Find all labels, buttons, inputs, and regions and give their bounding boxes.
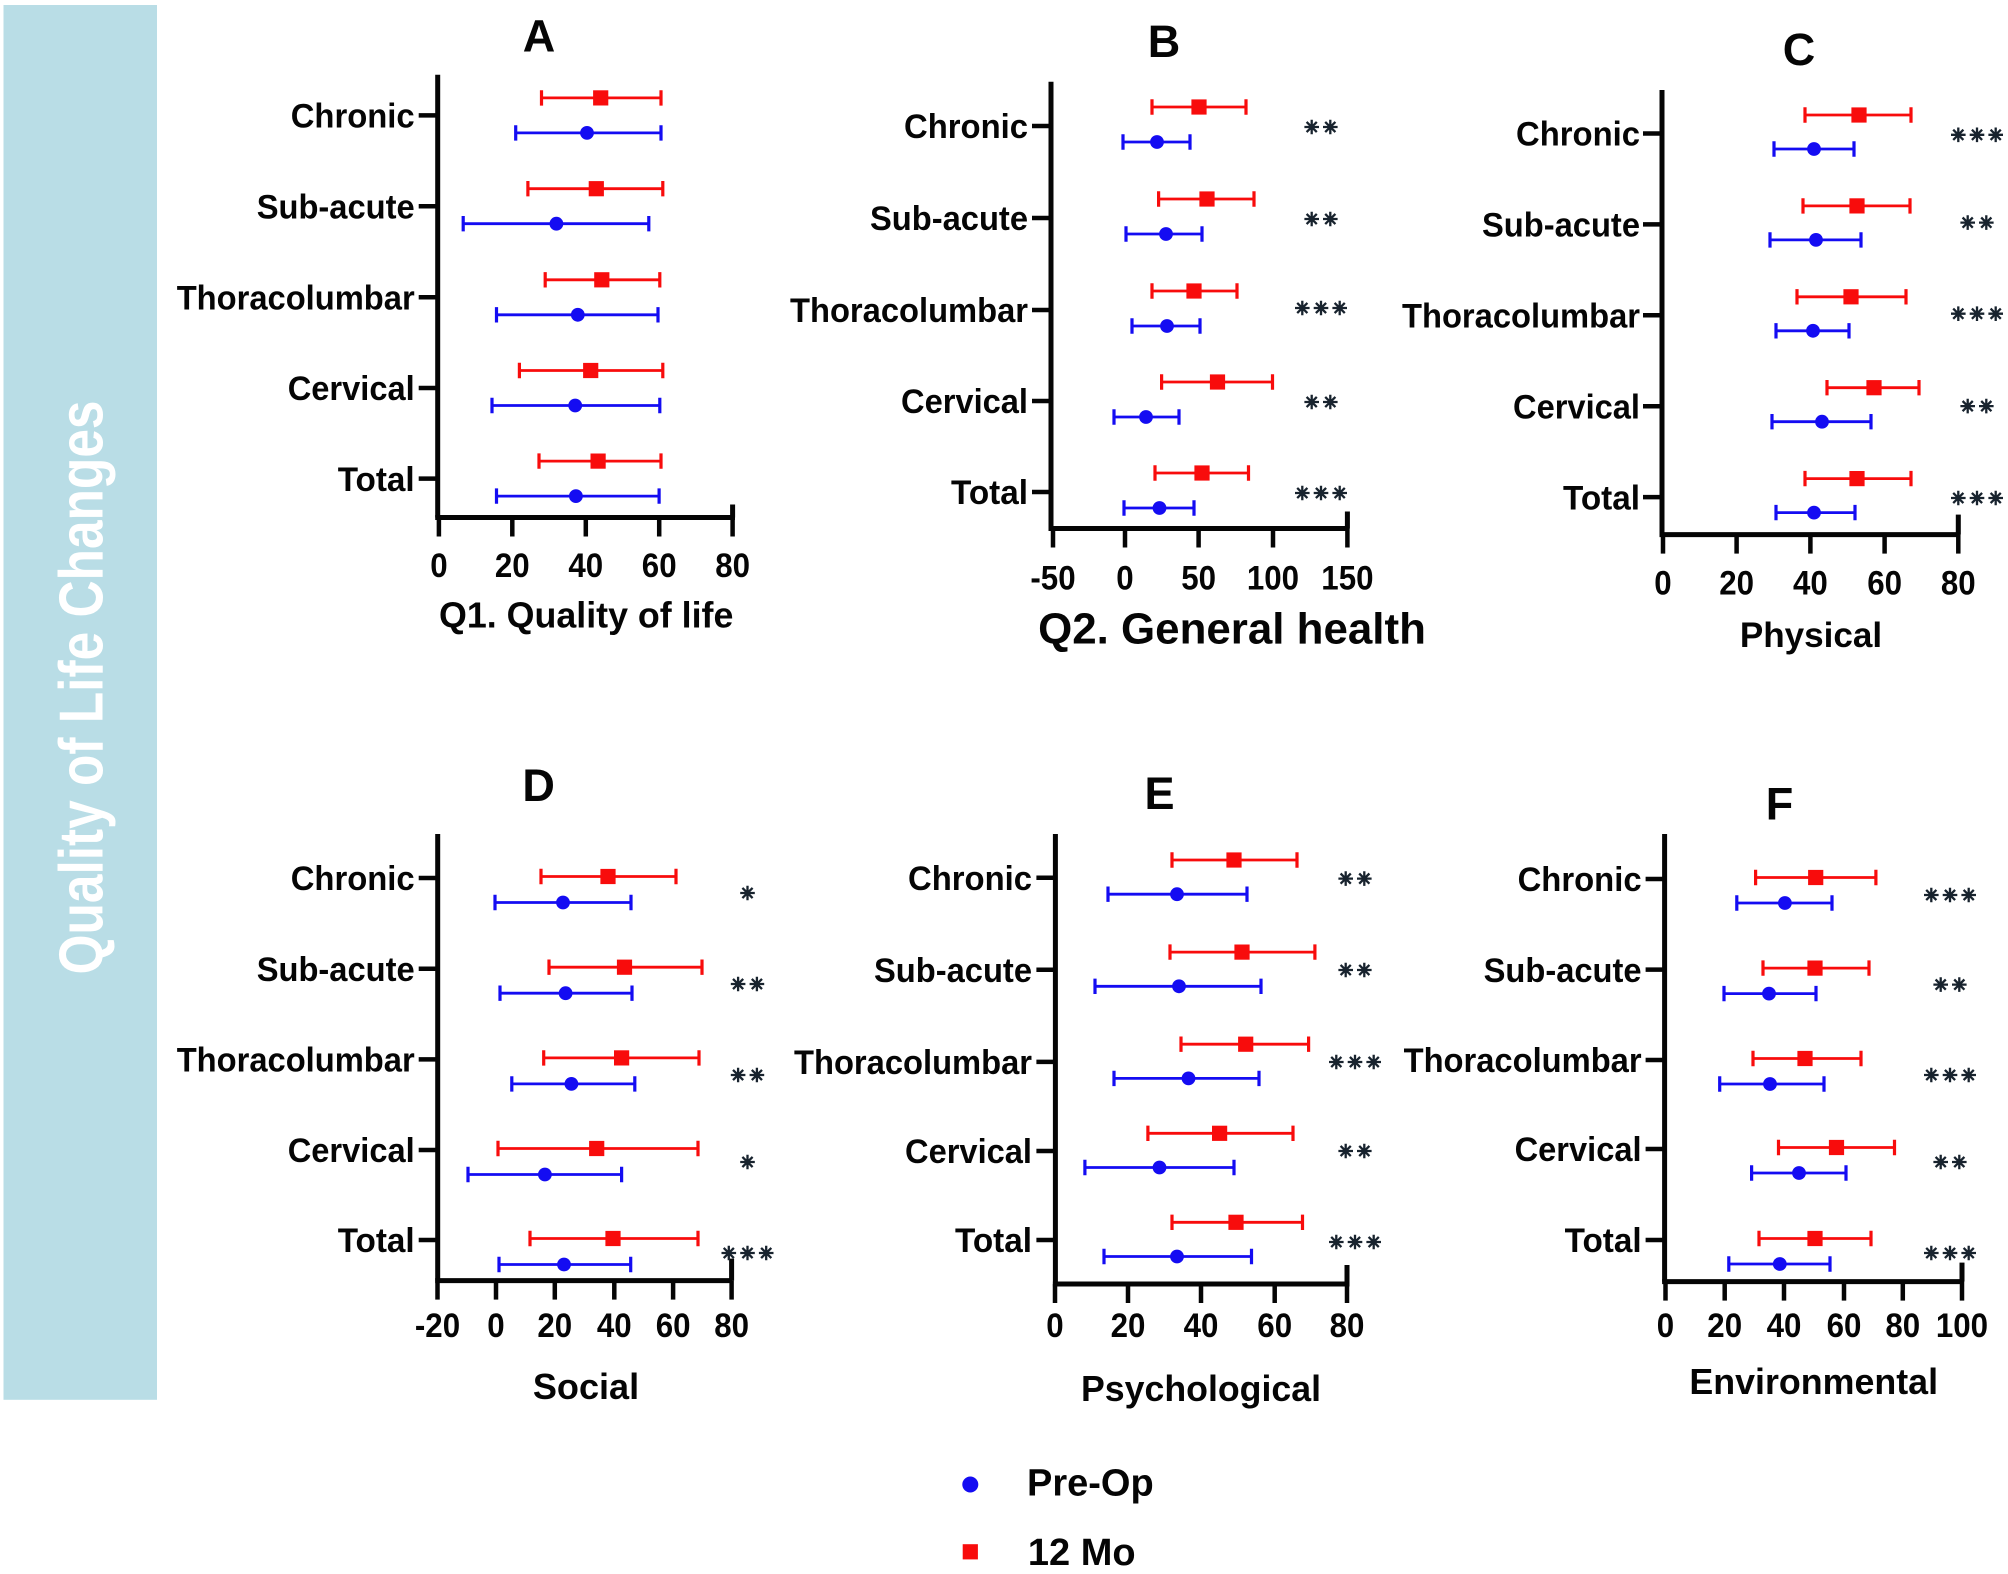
- svg-text:Sub-acute: Sub-acute: [257, 188, 415, 226]
- svg-text:80: 80: [1885, 1307, 1920, 1345]
- svg-text:Sub-acute: Sub-acute: [1482, 207, 1640, 245]
- svg-text:60: 60: [656, 1307, 691, 1345]
- svg-text:Cervical: Cervical: [905, 1133, 1032, 1171]
- svg-text:60: 60: [1257, 1307, 1292, 1345]
- svg-text:100: 100: [1936, 1307, 1988, 1345]
- svg-text:40: 40: [1767, 1307, 1802, 1345]
- svg-text:B: B: [1148, 16, 1181, 67]
- svg-text:Social: Social: [533, 1366, 639, 1407]
- svg-text:Thoracolumbar: Thoracolumbar: [1402, 298, 1640, 336]
- svg-text:0: 0: [1116, 560, 1133, 598]
- svg-text:Pre-Op: Pre-Op: [1027, 1463, 1154, 1505]
- svg-text:A: A: [523, 10, 556, 61]
- svg-text:C: C: [1783, 24, 1816, 75]
- svg-text:40: 40: [597, 1307, 632, 1345]
- svg-text:Thoracolumbar: Thoracolumbar: [794, 1044, 1032, 1082]
- svg-text:80: 80: [1941, 565, 1976, 603]
- svg-text:Chronic: Chronic: [291, 98, 415, 136]
- svg-text:Environmental: Environmental: [1689, 1362, 1938, 1402]
- svg-text:150: 150: [1321, 560, 1373, 598]
- svg-text:Total: Total: [1563, 479, 1640, 517]
- svg-text:0: 0: [487, 1307, 504, 1345]
- svg-text:0: 0: [1046, 1307, 1063, 1345]
- svg-text:20: 20: [1719, 565, 1754, 603]
- svg-text:Psychological: Psychological: [1081, 1369, 1321, 1409]
- svg-text:Cervical: Cervical: [1515, 1131, 1642, 1169]
- svg-text:20: 20: [495, 547, 530, 585]
- svg-text:Chronic: Chronic: [904, 108, 1028, 146]
- svg-text:Cervical: Cervical: [288, 1132, 415, 1170]
- svg-text:Chronic: Chronic: [908, 860, 1032, 898]
- svg-text:Cervical: Cervical: [288, 370, 415, 408]
- svg-text:Thoracolumbar: Thoracolumbar: [177, 280, 415, 318]
- svg-text:80: 80: [715, 547, 750, 585]
- svg-text:Total: Total: [338, 461, 415, 499]
- svg-text:0: 0: [1654, 565, 1671, 603]
- svg-text:-50: -50: [1030, 560, 1075, 598]
- svg-text:50: 50: [1181, 560, 1216, 598]
- svg-text:0: 0: [430, 547, 447, 585]
- svg-text:40: 40: [1184, 1307, 1219, 1345]
- svg-text:12 Mo: 12 Mo: [1028, 1532, 1136, 1569]
- svg-text:Total: Total: [955, 1222, 1032, 1260]
- svg-text:0: 0: [1657, 1307, 1674, 1345]
- svg-text:Cervical: Cervical: [901, 383, 1028, 421]
- svg-text:20: 20: [1111, 1307, 1146, 1345]
- svg-text:Q1. Quality of life: Q1. Quality of life: [439, 596, 733, 636]
- svg-text:Physical: Physical: [1740, 616, 1882, 655]
- svg-text:Chronic: Chronic: [1516, 116, 1640, 154]
- svg-text:40: 40: [568, 547, 603, 585]
- svg-text:Quality of Life Changes: Quality of Life Changes: [48, 401, 117, 975]
- svg-text:100: 100: [1247, 560, 1299, 598]
- svg-text:Sub-acute: Sub-acute: [1484, 952, 1642, 990]
- svg-text:Thoracolumbar: Thoracolumbar: [177, 1042, 415, 1080]
- svg-text:Chronic: Chronic: [291, 860, 415, 898]
- svg-text:60: 60: [1867, 565, 1902, 603]
- svg-text:Total: Total: [338, 1222, 415, 1260]
- svg-text:E: E: [1144, 768, 1174, 819]
- svg-text:60: 60: [1827, 1307, 1862, 1345]
- svg-text:Sub-acute: Sub-acute: [874, 952, 1032, 990]
- svg-text:40: 40: [1793, 565, 1828, 603]
- svg-text:80: 80: [1330, 1307, 1365, 1345]
- svg-text:80: 80: [714, 1307, 749, 1345]
- svg-text:Total: Total: [951, 474, 1028, 512]
- svg-text:Thoracolumbar: Thoracolumbar: [1404, 1042, 1642, 1080]
- svg-text:20: 20: [537, 1307, 572, 1345]
- svg-text:Total: Total: [1565, 1222, 1642, 1260]
- svg-text:Sub-acute: Sub-acute: [257, 951, 415, 989]
- svg-text:F: F: [1766, 779, 1794, 830]
- svg-text:20: 20: [1707, 1307, 1742, 1345]
- svg-text:Thoracolumbar: Thoracolumbar: [790, 292, 1028, 330]
- svg-text:Sub-acute: Sub-acute: [870, 200, 1028, 238]
- svg-text:Q2. General health: Q2. General health: [1038, 605, 1426, 654]
- svg-text:60: 60: [642, 547, 677, 585]
- svg-text:Chronic: Chronic: [1518, 861, 1642, 899]
- svg-text:Cervical: Cervical: [1513, 388, 1640, 426]
- svg-text:-20: -20: [415, 1307, 460, 1345]
- svg-text:D: D: [522, 760, 555, 811]
